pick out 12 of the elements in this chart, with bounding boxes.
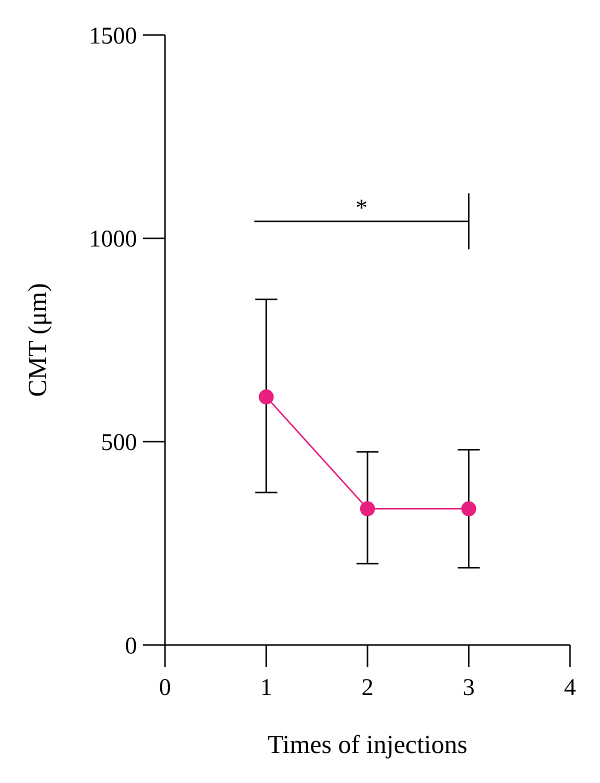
- x-tick-label: 2: [362, 675, 374, 701]
- y-tick-label: 0: [125, 633, 137, 660]
- y-tick-label: 1000: [89, 226, 137, 253]
- x-axis-title: Times of injections: [268, 730, 468, 759]
- x-tick-label: 1: [260, 675, 272, 701]
- x-tick-label: 0: [159, 675, 171, 701]
- x-tick-label: 4: [564, 675, 576, 701]
- y-tick-label: 500: [101, 430, 137, 456]
- y-tick-label: 1500: [89, 23, 137, 50]
- x-tick-label: 3: [462, 675, 475, 701]
- y-axis-title: CMT (μm): [23, 283, 52, 397]
- annotation: *: [356, 195, 368, 222]
